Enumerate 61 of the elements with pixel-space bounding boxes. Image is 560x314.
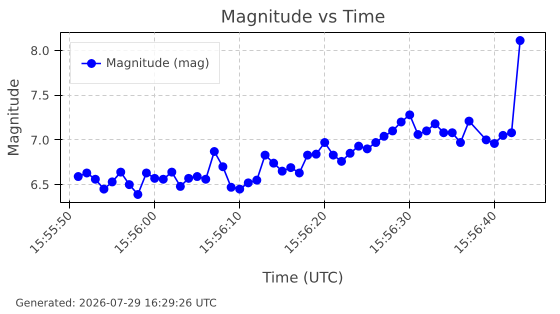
- y-tick-label: 7.0: [30, 133, 50, 148]
- point: [448, 128, 457, 138]
- point: [430, 119, 440, 128]
- point: [294, 168, 304, 178]
- y-axis-title: Magnitude: [5, 78, 22, 156]
- point: [456, 138, 465, 148]
- point: [269, 158, 278, 168]
- point: [133, 190, 142, 199]
- text: Generated: 2026-07-29 16:29:26 UTC: [16, 296, 217, 310]
- point: [362, 144, 372, 154]
- point: [108, 177, 117, 186]
- point: [507, 128, 516, 138]
- chart-title: Magnitude vs Time: [220, 8, 386, 28]
- legend-label: Magnitude (mag): [106, 56, 210, 70]
- point: [405, 110, 414, 120]
- point: [464, 116, 474, 126]
- y-tick-label: 7.5: [30, 88, 50, 103]
- point: [482, 135, 491, 144]
- point: [380, 132, 389, 141]
- point: [371, 138, 380, 148]
- point: [235, 184, 244, 194]
- point: [490, 138, 499, 148]
- point: [99, 184, 108, 194]
- point: [498, 130, 508, 140]
- point: [201, 174, 210, 184]
- point: [320, 138, 330, 148]
- point: [82, 168, 92, 178]
- point: [346, 148, 355, 158]
- point: [124, 180, 134, 190]
- x-axis-title: Time (UTC): [261, 270, 344, 287]
- point: [388, 126, 398, 136]
- point: [167, 168, 176, 177]
- point: [260, 150, 270, 160]
- point: [142, 168, 151, 178]
- point: [210, 147, 219, 156]
- point: [158, 174, 168, 184]
- point: [328, 150, 338, 160]
- point: [226, 182, 236, 192]
- point: [337, 156, 346, 166]
- point: [252, 176, 262, 185]
- point: [176, 182, 185, 191]
- point: [439, 128, 448, 138]
- point: [278, 166, 287, 176]
- point: [74, 172, 83, 182]
- point: [303, 150, 312, 160]
- y-tick-label: 6.5: [30, 178, 50, 192]
- y-tick-label: 8.0: [30, 44, 50, 58]
- point: [396, 117, 406, 126]
- point: [218, 162, 228, 172]
- point: [184, 174, 194, 183]
- point: [192, 172, 202, 182]
- point: [516, 36, 525, 46]
- point: [244, 178, 253, 188]
- point: [150, 174, 160, 183]
- point: [312, 150, 321, 159]
- point: [116, 168, 126, 177]
- point: [422, 126, 432, 136]
- point: [413, 130, 422, 139]
- point: [90, 174, 100, 184]
- point: [354, 142, 364, 151]
- point: [286, 163, 296, 172]
